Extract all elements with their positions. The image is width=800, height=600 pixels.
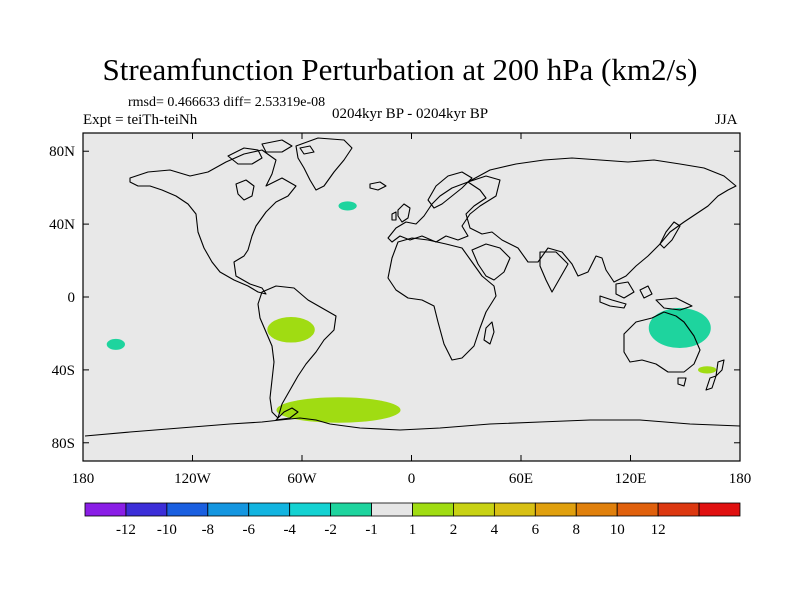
- anomaly-south-pacific: [106, 338, 125, 350]
- colorbar-swatch: [534, 502, 577, 517]
- coastline-arctic-islands: [227, 139, 315, 165]
- colorbar-swatch: [616, 502, 659, 517]
- anomaly-north-atlantic: [338, 201, 357, 211]
- axis-layer: 180 120W 60W 0 60E 120E 180 80N 40N 0 40S 80S: [49, 133, 751, 487]
- coastline-australia: [623, 311, 701, 373]
- x-tick-label: 60E: [509, 471, 533, 487]
- colorbar-label: -2: [324, 522, 337, 538]
- colorbar-swatch: [371, 502, 413, 517]
- anomaly-south-america: [267, 317, 315, 343]
- colorbar-label: -4: [283, 522, 296, 538]
- colorbar-swatch: [657, 502, 700, 517]
- coastline-europe: [387, 175, 501, 243]
- coastline-british-isles: [391, 203, 411, 223]
- period-label: 0204kyr BP - 0204kyr BP: [331, 106, 489, 122]
- x-tick-label: 180: [729, 471, 752, 487]
- colorbar-label: 2: [450, 522, 458, 538]
- anomaly-australia: [648, 307, 711, 349]
- colorbar: -12 -10 -8 -6 -4 -2 -1 1 2 4 6 8 10 12: [84, 502, 741, 538]
- y-tick-label: 80N: [49, 144, 75, 160]
- colorbar-label: 12: [651, 522, 666, 538]
- map-background: [83, 133, 740, 461]
- coastline-madagascar: [483, 321, 495, 345]
- coastline-south-america: [257, 285, 337, 419]
- colorbar-swatch: [207, 502, 250, 517]
- coastline-japan: [659, 221, 681, 249]
- colorbar-label: -10: [157, 522, 177, 538]
- x-tick-label: 120E: [615, 471, 647, 487]
- coastline-indonesia: [599, 281, 693, 311]
- x-tick-label: 0: [408, 471, 416, 487]
- x-tick-label: 60W: [287, 471, 317, 487]
- colorbar-label: -6: [243, 522, 256, 538]
- plot-title: Streamfunction Perturbation at 200 hPa (…: [102, 52, 698, 87]
- colorbar-swatch: [289, 502, 332, 517]
- colorbar-swatch: [453, 502, 495, 517]
- colorbar-label: 6: [532, 522, 540, 538]
- y-tick-label: 40N: [49, 217, 75, 233]
- coastline-scandinavia: [427, 171, 473, 209]
- colorbar-swatch: [166, 502, 209, 517]
- coastline-asia: [465, 157, 737, 283]
- season-label: JJA: [715, 112, 738, 128]
- y-tick-label: 0: [68, 290, 76, 306]
- colorbar-swatch: [575, 502, 618, 517]
- anomaly-layer: [106, 201, 717, 423]
- coastline-iceland: [369, 181, 387, 191]
- coastline-africa: [387, 237, 497, 361]
- anomaly-tasman-sea: [698, 366, 717, 374]
- experiment-label: Expt = teiTh-teiNh: [83, 112, 198, 128]
- colorbar-swatch: [248, 502, 291, 517]
- anomaly-southern-ocean: [276, 397, 401, 423]
- colorbar-label: -8: [202, 522, 215, 538]
- coastline-north-america: [129, 149, 297, 295]
- coastline-antarctic-peninsula: [275, 407, 299, 421]
- colorbar-swatch: [330, 502, 372, 517]
- colorbar-swatch: [125, 502, 168, 517]
- colorbar-label: 10: [610, 522, 625, 538]
- coastline-new-zealand: [705, 359, 725, 391]
- colorbar-swatch: [493, 502, 536, 517]
- coastline-greenland: [295, 137, 353, 191]
- colorbar-label: -1: [365, 522, 378, 538]
- coastline-arabia: [471, 243, 511, 281]
- y-tick-label: 40S: [52, 363, 75, 379]
- y-tick-label: 80S: [52, 436, 75, 452]
- coastline-tasmania: [677, 377, 687, 387]
- colorbar-swatch: [698, 502, 741, 517]
- colorbar-swatch: [412, 502, 454, 517]
- colorbar-label: 1: [409, 522, 417, 538]
- stats-label: rmsd= 0.466633 diff= 2.53319e-08: [128, 95, 326, 110]
- coastlines: [84, 137, 741, 437]
- colorbar-label: 8: [573, 522, 581, 538]
- colorbar-label: -12: [116, 522, 136, 538]
- colorbar-label: 4: [491, 522, 499, 538]
- coastline-india: [539, 251, 569, 293]
- coastline-hudson-bay: [235, 179, 255, 201]
- colorbar-swatch: [84, 502, 127, 517]
- x-tick-label: 180: [72, 471, 95, 487]
- x-tick-label: 120W: [174, 471, 212, 487]
- coastline-antarctica: [84, 417, 741, 437]
